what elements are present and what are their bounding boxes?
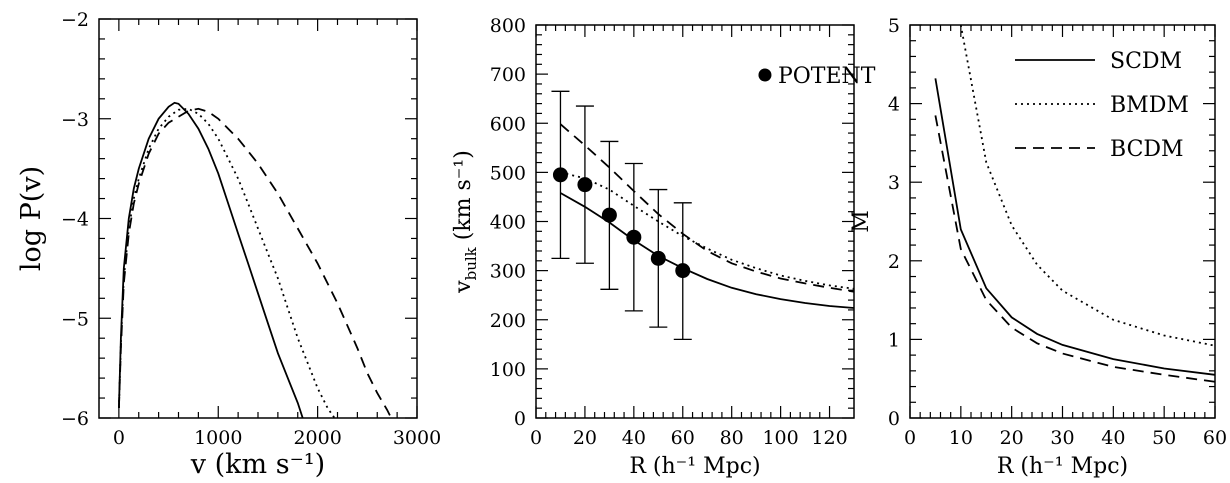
y-tick-label: 5 <box>888 15 900 37</box>
y-tick-label: 400 <box>490 212 526 234</box>
legend-label: POTENT <box>778 64 876 89</box>
data-point <box>650 250 666 266</box>
y-tick-label: −2 <box>61 9 89 31</box>
panel-velocity-distribution: 0 1000 2000 3000 −6 −5 −4 −3 −2 v (km s⁻¹) log P(v… <box>16 9 441 480</box>
y-tick-label: 800 <box>490 15 526 37</box>
x-tick-label: 40 <box>622 427 646 449</box>
y-axis-label: M <box>849 210 874 233</box>
legend-label: SCDM <box>1110 49 1182 74</box>
x-tick-label: 80 <box>720 427 744 449</box>
panel-bulk-velocity: 0 20 40 60 80 100 120 0 100 200 300 400 500 600 700 800… <box>451 15 876 479</box>
series-line-dashed <box>934 115 1215 383</box>
data-point <box>626 229 642 245</box>
y-tick-label: 100 <box>490 359 526 381</box>
x-tick-label: 0 <box>904 427 916 449</box>
data-point <box>601 207 617 223</box>
x-tick-label: 2000 <box>293 427 341 449</box>
y-tick-label: 700 <box>490 64 526 86</box>
x-axis-label: R (h⁻¹ Mpc) <box>629 454 760 479</box>
data-point <box>577 177 593 193</box>
series-line-dashed <box>118 107 393 418</box>
x-tick-label: 1000 <box>194 427 242 449</box>
y-tick-label: 0 <box>888 408 900 430</box>
series-line-solid <box>934 78 1215 376</box>
x-tick-label: 20 <box>1000 427 1024 449</box>
series-line-dotted <box>959 25 1215 347</box>
panel-mach-number: 0 10 20 30 40 50 60 0 1 2 3 4 5 R (h⁻¹ Mpc) M SCDM BMDM B… <box>849 15 1227 479</box>
y-tick-label: 600 <box>490 113 526 135</box>
y-tick-label: 500 <box>490 162 526 184</box>
x-tick-label: 20 <box>573 427 597 449</box>
y-tick-label: 4 <box>888 94 900 116</box>
y-axis-label: log P(v) <box>16 166 47 271</box>
y-tick-label: 3 <box>888 172 900 194</box>
data-point <box>675 263 691 279</box>
x-tick-label: 30 <box>1050 427 1074 449</box>
y-tick-label: 1 <box>888 329 900 351</box>
series-line-solid <box>118 101 304 418</box>
plot-frame <box>98 18 418 419</box>
y-tick-label: 300 <box>490 261 526 283</box>
y-tick-label: −6 <box>61 408 89 430</box>
data-point <box>552 167 568 183</box>
x-tick-label: 0 <box>530 427 542 449</box>
x-tick-label: 100 <box>762 427 798 449</box>
y-tick-label: 200 <box>490 310 526 332</box>
legend-label: BMDM <box>1110 93 1189 118</box>
x-tick-label: 60 <box>671 427 695 449</box>
x-tick-label: 0 <box>113 427 125 449</box>
series-line-dashed <box>559 123 854 293</box>
x-tick-label: 50 <box>1152 427 1176 449</box>
y-tick-label: 0 <box>514 408 526 430</box>
y-tick-label: −5 <box>61 308 89 330</box>
y-tick-label: 2 <box>888 251 900 273</box>
x-tick-label: 40 <box>1101 427 1125 449</box>
x-tick-label: 120 <box>811 427 847 449</box>
series-line-dotted <box>560 171 854 290</box>
x-tick-label: 10 <box>949 427 973 449</box>
x-axis-label: R (h⁻¹ Mpc) <box>997 454 1128 479</box>
x-axis-label: v (km s⁻¹) <box>190 449 325 480</box>
legend-label: BCDM <box>1110 137 1184 162</box>
y-axis-label: vbulk (km s⁻¹) <box>451 150 480 294</box>
x-tick-label: 3000 <box>393 427 441 449</box>
y-tick-label: −3 <box>61 109 89 131</box>
series-line-dotted <box>118 107 336 418</box>
legend-marker <box>758 68 772 82</box>
x-tick-label: 60 <box>1203 427 1227 449</box>
y-tick-label: −4 <box>61 209 89 231</box>
